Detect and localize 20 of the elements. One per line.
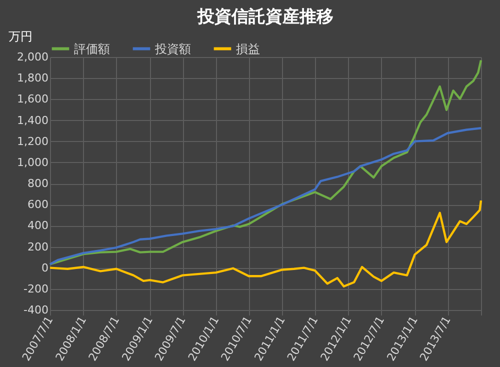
y-tick-label: 1,400 <box>17 114 48 127</box>
y-tick-label: 1,600 <box>17 92 48 106</box>
line-series <box>48 199 482 288</box>
line-series <box>48 127 482 266</box>
y-tick-label: 0 <box>42 261 48 274</box>
y-tick-label: 1,800 <box>17 72 48 85</box>
y-tick-label: 400 <box>28 219 48 232</box>
y-tick-label: 1,200 <box>17 134 48 148</box>
y-tick-label: -200 <box>24 282 48 296</box>
legend-label: 評価額 <box>74 42 110 56</box>
y-tick-label: 2,000 <box>17 50 48 64</box>
y-tick-label: 1,000 <box>17 156 48 169</box>
chart-title: 投資信託資産推移 <box>196 7 334 27</box>
y-tick-label: 200 <box>28 240 48 254</box>
y-axis-title: 万円 <box>8 30 32 44</box>
y-tick-label: -400 <box>24 304 48 316</box>
y-tick-label: 600 <box>28 198 48 212</box>
legend-label: 投資額 <box>154 42 191 56</box>
y-tick-label: 800 <box>28 177 48 190</box>
legend-label: 損益 <box>236 42 260 56</box>
